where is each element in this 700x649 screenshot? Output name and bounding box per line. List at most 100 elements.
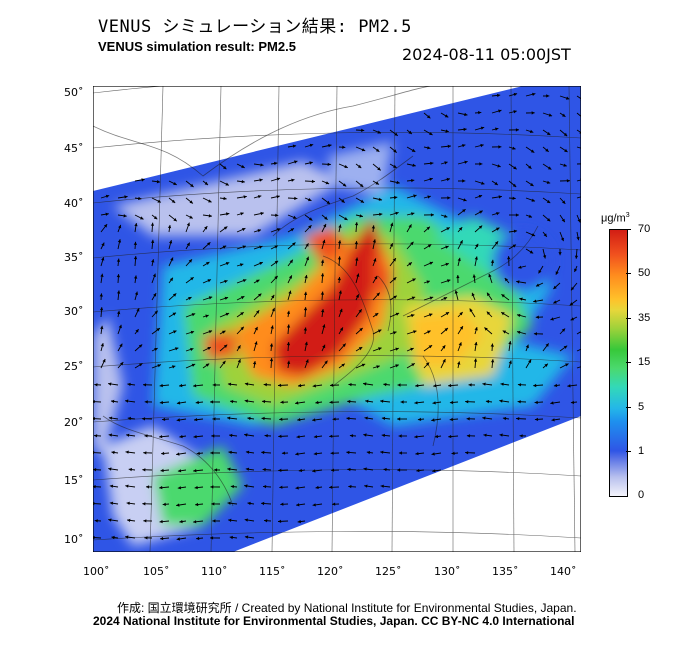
wind-arrow-head — [124, 195, 128, 199]
wind-arrow-head — [531, 111, 535, 115]
wind-arrow-head — [205, 314, 209, 318]
wind-arrow-head — [338, 224, 342, 228]
wind-arrow-head — [175, 347, 179, 351]
wind-arrow-head — [508, 341, 512, 345]
wind-arrow-head — [108, 518, 112, 522]
wind-arrow-head — [392, 258, 396, 262]
wind-arrow-head — [93, 468, 97, 472]
wind-arrow-head — [252, 361, 257, 365]
wind-arrow-head — [312, 469, 316, 473]
wind-arrow-head — [93, 485, 96, 489]
wind-arrow-head — [550, 317, 554, 321]
wind-arrow-head — [117, 290, 121, 294]
wind-arrow-head — [341, 363, 345, 367]
wind-arrow-head — [256, 279, 260, 283]
wind-arrow-head — [193, 435, 197, 439]
wind-arrow-head — [494, 241, 499, 245]
wind-arrow-head — [390, 222, 394, 227]
wind-arrow-head — [254, 341, 258, 345]
wind-arrow-head — [498, 195, 502, 199]
wind-arrow-head — [274, 245, 278, 249]
wind-arrow-head — [498, 145, 502, 149]
wind-arrow-head — [463, 127, 467, 132]
wind-arrow-head — [223, 226, 228, 230]
wind-arrow-head — [513, 110, 517, 114]
wind-arrow-head — [186, 222, 190, 227]
wind-arrow-head — [371, 225, 375, 229]
license-line: 2024 National Institute for Environmenta… — [93, 614, 575, 628]
wind-arrow-head — [564, 148, 568, 152]
wind-arrow-head — [490, 259, 495, 264]
lat-label: 50˚ — [64, 86, 84, 99]
wind-arrow-head — [208, 214, 212, 218]
wind-arrow-head — [545, 343, 549, 347]
wind-arrow-head — [100, 325, 104, 330]
wind-arrow-head — [109, 484, 114, 488]
wind-arrow-head — [133, 241, 137, 245]
wind-arrow-head — [330, 451, 334, 455]
wind-arrow-head — [94, 519, 98, 523]
wind-arrow-head — [480, 143, 484, 148]
wind-arrow-head — [278, 519, 282, 523]
wind-arrow-head — [488, 273, 492, 278]
wind-arrow-head — [328, 144, 332, 148]
wind-arrow-head — [160, 536, 164, 541]
wind-arrow-head — [462, 144, 466, 148]
wind-arrow-head — [342, 145, 346, 149]
wind-arrow-head — [474, 327, 478, 331]
wind-arrow-head — [294, 160, 298, 164]
wind-arrow-head — [118, 224, 122, 229]
wind-arrow-head — [239, 263, 244, 267]
wind-arrow-head — [545, 148, 549, 152]
wind-arrow-head — [363, 467, 367, 471]
wind-arrow-head — [348, 383, 352, 387]
wind-arrow-head — [141, 178, 145, 182]
wind-arrow-head — [305, 256, 309, 261]
wind-arrow-head — [173, 218, 177, 222]
wind-arrow-head — [480, 126, 485, 130]
wind-arrow-head — [377, 130, 381, 134]
wind-arrow-head — [244, 535, 249, 539]
wind-arrow-head — [462, 179, 466, 183]
wind-arrow-head — [332, 417, 336, 421]
wind-arrow-head — [462, 209, 466, 213]
wind-arrow-head — [263, 383, 267, 387]
wind-arrow-head — [304, 341, 308, 346]
wind-arrow-head — [490, 343, 494, 347]
wind-arrow-head — [170, 257, 174, 261]
wind-arrow-head — [105, 194, 110, 198]
wind-arrow-head — [339, 308, 343, 313]
wind-arrow-head — [478, 225, 483, 229]
wind-arrow-head — [482, 382, 486, 386]
wind-arrow-head — [160, 468, 164, 473]
wind-arrow-head — [444, 328, 448, 332]
wind-arrow-head — [150, 222, 155, 226]
wind-arrow-head — [222, 360, 226, 365]
wind-arrow-head — [156, 328, 160, 332]
wind-arrow-head — [449, 417, 453, 422]
wind-arrow-head — [459, 240, 463, 244]
wind-arrow-head — [430, 161, 434, 165]
wind-arrow-head — [397, 468, 401, 472]
wind-arrow-head — [102, 359, 106, 363]
wind-arrow-head — [380, 484, 384, 488]
wind-arrow-head — [442, 345, 446, 349]
wind-arrow-head — [454, 290, 458, 294]
wind-arrow-head — [297, 519, 301, 524]
wind-arrow-head — [303, 291, 308, 295]
wind-arrow-head — [188, 259, 192, 263]
wind-arrow-head — [212, 519, 216, 523]
wind-arrow-head — [169, 277, 173, 282]
wind-arrow-head — [227, 382, 232, 386]
wind-arrow-head — [502, 330, 507, 334]
wind-arrow-head — [288, 290, 292, 294]
wind-arrow-head — [261, 501, 265, 506]
wind-arrow-head — [457, 361, 461, 365]
wind-arrow-head — [546, 94, 550, 98]
wind-arrow-head — [211, 434, 215, 438]
wind-arrow-head — [194, 485, 198, 490]
wind-arrow-head — [111, 399, 115, 404]
wind-arrow-head — [226, 212, 230, 216]
wind-arrow-head — [172, 312, 176, 316]
wind-arrow-head — [486, 311, 491, 315]
